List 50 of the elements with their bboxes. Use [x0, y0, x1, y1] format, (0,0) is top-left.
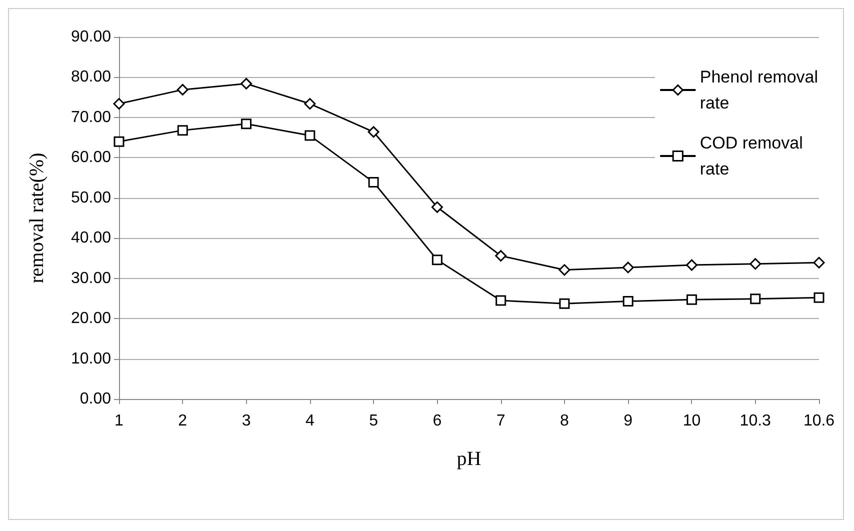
point [304, 98, 316, 110]
point [177, 125, 188, 136]
y-tick-label: 60.00 [70, 149, 112, 166]
y-tick-label: 0.00 [80, 390, 112, 408]
x-tick-label: 5 [369, 412, 378, 430]
point [304, 130, 316, 141]
legend-label: COD removal rate [700, 134, 803, 178]
legend-label: Phenol removal rate [700, 68, 818, 112]
y-tick-label: 50.00 [70, 189, 112, 206]
point [176, 84, 188, 96]
x-tick-label: 10 [682, 412, 701, 430]
y-tick-label: 30.00 [70, 270, 112, 287]
point [431, 201, 443, 213]
x-tick-label: 2 [178, 412, 188, 430]
x-tick-label: 3 [242, 412, 251, 430]
point [559, 298, 570, 309]
x-tick-label: 4 [305, 412, 314, 430]
point [114, 136, 124, 147]
y-tick-label: 90.00 [70, 28, 112, 46]
point [368, 176, 379, 188]
y-tick-label: 80.00 [70, 68, 112, 86]
y-tick-label: 70.00 [70, 108, 112, 126]
y-tick-label: 40.00 [70, 230, 112, 247]
point [813, 256, 825, 268]
point [814, 292, 824, 303]
point [750, 294, 761, 304]
point [686, 294, 697, 305]
point [496, 295, 506, 306]
y-tick-label: 10.00 [70, 350, 112, 368]
x-tick-label: 10.3 [740, 412, 772, 430]
point [240, 78, 252, 90]
point [558, 264, 570, 276]
x-axis-title: pH [456, 448, 482, 470]
point [241, 118, 252, 130]
x-tick-label: 9 [624, 412, 633, 430]
point [113, 98, 125, 110]
point [622, 296, 634, 307]
x-tick-label: 8 [560, 412, 569, 430]
point [368, 126, 380, 138]
x-tick-label: 7 [496, 412, 506, 430]
y-axis-title: removal rate(%) [26, 152, 48, 284]
x-tick-label: 10.6 [803, 412, 835, 430]
point [750, 258, 762, 270]
point [622, 262, 634, 274]
point [686, 259, 698, 271]
y-tick-label: 20.00 [70, 310, 112, 328]
point [495, 250, 507, 262]
x-tick-label: 6 [432, 412, 442, 430]
x-tick-label: 1 [114, 412, 124, 430]
point [432, 254, 442, 266]
